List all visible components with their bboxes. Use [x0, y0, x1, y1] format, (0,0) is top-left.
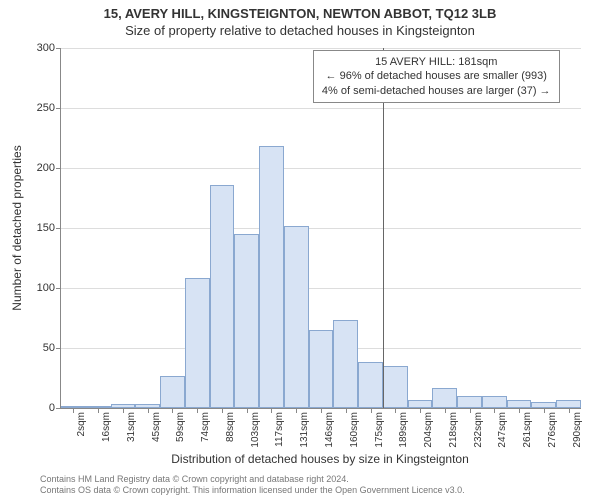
gridline [61, 288, 581, 289]
chart-title: 15, AVERY HILL, KINGSTEIGNTON, NEWTON AB… [0, 0, 600, 21]
xtick-label: 276sqm [547, 412, 558, 448]
xtick-mark [569, 408, 570, 413]
ytick-label: 300 [15, 42, 55, 54]
plot: 0501001502002503002sqm16sqm31sqm45sqm59s… [60, 48, 581, 409]
ytick-label: 150 [15, 222, 55, 234]
footer-line-2: Contains OS data © Crown copyright. This… [40, 485, 590, 496]
ytick-label: 0 [15, 402, 55, 414]
xtick-label: 88sqm [225, 412, 236, 442]
xtick-label: 218sqm [448, 412, 459, 448]
xtick-mark [395, 408, 396, 413]
xtick-mark [271, 408, 272, 413]
plot-area: 0501001502002503002sqm16sqm31sqm45sqm59s… [60, 48, 580, 408]
gridline [61, 168, 581, 169]
xtick-mark [73, 408, 74, 413]
histogram-bar [259, 146, 284, 408]
xtick-mark [247, 408, 248, 413]
xtick-label: 59sqm [175, 412, 186, 442]
ytick-label: 50 [15, 342, 55, 354]
xtick-label: 131sqm [299, 412, 310, 448]
histogram-bar [210, 185, 235, 408]
xtick-label: 175sqm [374, 412, 385, 448]
gridline [61, 228, 581, 229]
callout-line-2: ← 96% of detached houses are smaller (99… [322, 69, 551, 83]
callout-line-3: 4% of semi-detached houses are larger (3… [322, 84, 551, 98]
chart-container: 15, AVERY HILL, KINGSTEIGNTON, NEWTON AB… [0, 0, 600, 500]
xtick-label: 261sqm [522, 412, 533, 448]
histogram-bar [333, 320, 358, 408]
ytick-mark [56, 408, 61, 409]
histogram-bar [432, 388, 457, 408]
histogram-bar [309, 330, 334, 408]
xtick-label: 232sqm [473, 412, 484, 448]
xtick-mark [445, 408, 446, 413]
xtick-mark [296, 408, 297, 413]
xtick-label: 160sqm [349, 412, 360, 448]
histogram-bar [507, 400, 532, 408]
xtick-label: 2sqm [76, 412, 87, 436]
xtick-mark [371, 408, 372, 413]
gridline [61, 48, 581, 49]
xtick-mark [494, 408, 495, 413]
xtick-mark [148, 408, 149, 413]
xtick-mark [123, 408, 124, 413]
ytick-label: 100 [15, 282, 55, 294]
xtick-mark [172, 408, 173, 413]
xtick-mark [470, 408, 471, 413]
xtick-label: 16sqm [101, 412, 112, 442]
histogram-bar [185, 278, 210, 408]
xtick-mark [321, 408, 322, 413]
xtick-mark [346, 408, 347, 413]
histogram-bar [234, 234, 259, 408]
histogram-bar [408, 400, 433, 408]
callout-box: 15 AVERY HILL: 181sqm← 96% of detached h… [313, 50, 560, 103]
xtick-mark [544, 408, 545, 413]
xtick-label: 117sqm [274, 412, 285, 447]
xtick-label: 31sqm [126, 412, 137, 442]
xtick-mark [420, 408, 421, 413]
x-axis-label: Distribution of detached houses by size … [60, 452, 580, 466]
xtick-label: 146sqm [324, 412, 335, 448]
xtick-label: 103sqm [250, 412, 261, 448]
xtick-label: 204sqm [423, 412, 434, 448]
ytick-mark [56, 348, 61, 349]
ytick-mark [56, 48, 61, 49]
chart-subtitle: Size of property relative to detached ho… [0, 21, 600, 38]
callout-line-1: 15 AVERY HILL: 181sqm [322, 55, 551, 69]
ytick-label: 250 [15, 102, 55, 114]
histogram-bar [556, 400, 581, 408]
histogram-bar [383, 366, 408, 408]
xtick-label: 189sqm [398, 412, 409, 448]
ytick-label: 200 [15, 162, 55, 174]
xtick-label: 290sqm [572, 412, 583, 448]
ytick-mark [56, 228, 61, 229]
xtick-mark [519, 408, 520, 413]
histogram-bar [160, 376, 185, 408]
xtick-label: 247sqm [497, 412, 508, 448]
xtick-mark [222, 408, 223, 413]
footer-line-1: Contains HM Land Registry data © Crown c… [40, 474, 590, 485]
ytick-mark [56, 108, 61, 109]
xtick-label: 45sqm [151, 412, 162, 442]
histogram-bar [482, 396, 507, 408]
histogram-bar [457, 396, 482, 408]
histogram-bar [358, 362, 383, 408]
footer: Contains HM Land Registry data © Crown c… [40, 474, 590, 496]
xtick-label: 74sqm [200, 412, 211, 442]
gridline [61, 108, 581, 109]
histogram-bar [284, 226, 309, 408]
ytick-mark [56, 168, 61, 169]
xtick-mark [98, 408, 99, 413]
xtick-mark [197, 408, 198, 413]
ytick-mark [56, 288, 61, 289]
